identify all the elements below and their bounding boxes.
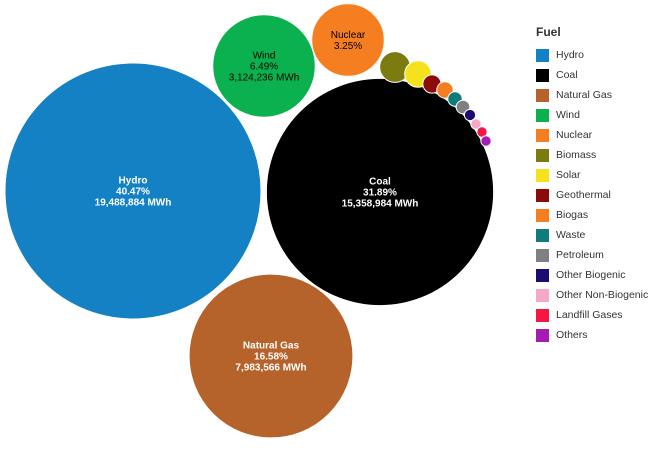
- legend-item-nuclear[interactable]: Nuclear: [536, 125, 654, 145]
- legend-label: Hydro: [556, 49, 585, 61]
- bubble-other-non-biogenic[interactable]: [470, 118, 482, 130]
- legend-swatch: [536, 188, 549, 202]
- legend-swatch: [536, 288, 549, 302]
- bubble-label-coal-value: 15,358,984 MWh: [342, 199, 419, 210]
- bubble-label-hydro-value: 19,488,884 MWh: [95, 198, 172, 209]
- legend-item-coal[interactable]: Coal: [536, 65, 654, 85]
- bubble-hydro[interactable]: [4, 62, 262, 320]
- legend-swatch: [536, 148, 549, 162]
- legend-swatch: [536, 108, 549, 122]
- legend-item-wind[interactable]: Wind: [536, 105, 654, 125]
- bubble-nuclear[interactable]: [311, 3, 385, 77]
- legend-label: Coal: [556, 69, 578, 81]
- bubble-label-nuclear-percent: 3.25%: [334, 41, 362, 52]
- legend-item-other-biogenic[interactable]: Other Biogenic: [536, 265, 654, 285]
- legend-label: Biogas: [556, 209, 589, 221]
- legend-label: Other Biogenic: [556, 269, 626, 281]
- bubble-label-coal-name: Coal: [369, 177, 391, 188]
- legend-item-others[interactable]: Others: [536, 325, 654, 345]
- legend-swatch: [536, 248, 549, 262]
- legend-swatch: [536, 308, 549, 322]
- bubble-label-nuclear-name: Nuclear: [331, 30, 366, 41]
- legend-label: Biomass: [556, 149, 597, 161]
- bubble-label-wind-name: Wind: [253, 51, 276, 62]
- legend-item-geothermal[interactable]: Geothermal: [536, 185, 654, 205]
- bubble-label-hydro-percent: 40.47%: [116, 187, 150, 198]
- legend-label: Solar: [556, 169, 581, 181]
- legend-label: Other Non-Biogenic: [556, 289, 649, 301]
- bubble-label-natural-gas-value: 7,983,566 MWh: [235, 363, 306, 374]
- legend-label: Landfill Gases: [556, 309, 623, 321]
- legend-swatch: [536, 328, 549, 342]
- bubble-wind[interactable]: [212, 14, 316, 118]
- legend-item-solar[interactable]: Solar: [536, 165, 654, 185]
- legend-item-hydro[interactable]: Hydro: [536, 45, 654, 65]
- legend-label: Geothermal: [556, 189, 611, 201]
- legend-item-petroleum[interactable]: Petroleum: [536, 245, 654, 265]
- legend-swatch: [536, 68, 549, 82]
- legend-label: Nuclear: [556, 129, 593, 141]
- bubble-others[interactable]: [480, 135, 492, 147]
- bubble-label-coal-percent: 31.89%: [363, 188, 397, 199]
- bubble-other-biogenic[interactable]: [463, 108, 477, 122]
- bubble-label-natural-gas-percent: 16.58%: [254, 352, 288, 363]
- legend: Fuel Hydro Coal Natural Gas Wind Nuclear Biom…: [536, 25, 654, 345]
- legend-item-landfill-gases[interactable]: Landfill Gases: [536, 305, 654, 325]
- legend-item-other-non-biogenic[interactable]: Other Non-Biogenic: [536, 285, 654, 305]
- legend-item-biogas[interactable]: Biogas: [536, 205, 654, 225]
- bubble-label-hydro-name: Hydro: [119, 176, 148, 187]
- bubble-coal[interactable]: [265, 77, 495, 307]
- legend-swatch: [536, 48, 549, 62]
- legend-label: Petroleum: [556, 249, 604, 261]
- legend-item-biomass[interactable]: Biomass: [536, 145, 654, 165]
- legend-swatch: [536, 268, 549, 282]
- bubble-label-wind-percent: 6.49%: [250, 62, 278, 73]
- bubble-label-natural-gas-name: Natural Gas: [243, 341, 300, 352]
- legend-swatch: [536, 168, 549, 182]
- legend-title: Fuel: [536, 25, 561, 39]
- legend-label: Natural Gas: [556, 89, 613, 101]
- legend-item-waste[interactable]: Waste: [536, 225, 654, 245]
- bubble-label-wind-value: 3,124,236 MWh: [229, 73, 300, 84]
- legend-label: Wind: [556, 109, 580, 121]
- bubble-natural-gas[interactable]: [188, 273, 354, 439]
- legend-item-natural-gas[interactable]: Natural Gas: [536, 85, 654, 105]
- legend-label: Waste: [556, 229, 586, 241]
- legend-swatch: [536, 208, 549, 222]
- legend-swatch: [536, 228, 549, 242]
- legend-label: Others: [556, 329, 588, 341]
- legend-swatch: [536, 88, 549, 102]
- legend-swatch: [536, 128, 549, 142]
